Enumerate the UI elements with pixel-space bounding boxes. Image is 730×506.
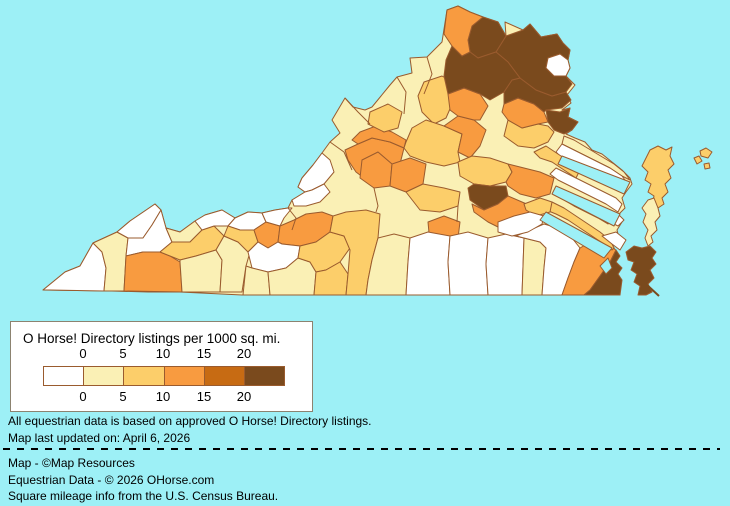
county-shape: [601, 231, 627, 251]
note-line: Map last updated on: April 6, 2026: [8, 431, 191, 445]
legend-tick: 20: [236, 346, 252, 361]
county-shape: [42, 242, 107, 292]
legend-tick: 5: [119, 346, 127, 361]
county-shape: [291, 183, 331, 207]
county-shape: [443, 45, 521, 101]
county-shape: [641, 145, 675, 209]
credit-line: Equestrian Data - © 2026 OHorse.com: [8, 472, 215, 487]
county-shape: [443, 5, 484, 57]
legend: O Horse! Directory listings per 1000 sq.…: [10, 321, 313, 412]
legend-swatch: [243, 366, 286, 386]
county-border-line: [456, 205, 459, 223]
legend-swatch: [123, 366, 165, 386]
legend-tick: 10: [155, 389, 171, 404]
legend-swatch: [163, 366, 205, 386]
county-shape: [485, 233, 525, 296]
county-shape: [261, 207, 293, 227]
county-shape: [403, 119, 463, 167]
county-shape: [693, 155, 703, 165]
james-river: [539, 211, 613, 259]
credit-line: Square mileage info from the U.S. Census…: [8, 489, 279, 503]
county-shape: [242, 265, 271, 296]
county-border-line: [344, 97, 371, 125]
county-shape: [533, 145, 581, 179]
county-shape: [703, 162, 711, 170]
county-shape: [545, 53, 571, 77]
credits: Map - ©Map Resources Equestrian Data - ©…: [8, 455, 278, 505]
county-shape: [497, 211, 545, 237]
legend-color-ramp: [43, 366, 286, 386]
county-shape: [545, 107, 579, 135]
legend-swatch: [203, 366, 245, 386]
legend-tick: 0: [79, 346, 87, 361]
legend-swatch: [83, 366, 125, 386]
county-shape: [549, 167, 623, 213]
county-shape: [367, 103, 403, 133]
county-shape: [405, 183, 461, 213]
county-shape: [641, 197, 661, 247]
legend-tick: 10: [155, 346, 171, 361]
county-shape: [405, 231, 451, 296]
county-shape: [699, 147, 713, 159]
county-shape: [583, 249, 623, 296]
legend-tick: 15: [196, 346, 212, 361]
dashed-divider: [3, 448, 720, 450]
sandbridge-spit: [645, 283, 660, 297]
legend-tick: 0: [79, 389, 87, 404]
county-shape: [505, 163, 555, 199]
county-shape: [447, 231, 489, 296]
county-shape: [523, 197, 553, 217]
legend-tick: 15: [196, 389, 212, 404]
legend-title: O Horse! Directory listings per 1000 sq.…: [23, 331, 281, 346]
county-border-line: [287, 207, 297, 231]
county-border-line: [396, 76, 407, 115]
data-notes: All equestrian data is based on approved…: [8, 413, 372, 447]
credit-line: Map - ©Map Resources: [8, 456, 135, 470]
legend-tick: 20: [236, 389, 252, 404]
note-line: All equestrian data is based on approved…: [8, 414, 372, 428]
york-river: [551, 185, 621, 227]
county-border-line: [329, 141, 353, 171]
county-shape: [123, 251, 183, 293]
county-border-line: [373, 187, 379, 213]
legend-swatch: [43, 366, 85, 386]
county-shape: [545, 201, 615, 251]
county-shape: [625, 245, 657, 296]
legend-tick: 5: [119, 389, 127, 404]
county-border-line: [423, 56, 433, 95]
norfolk-inlet: [599, 257, 613, 275]
rappahannock-river: [557, 155, 631, 195]
